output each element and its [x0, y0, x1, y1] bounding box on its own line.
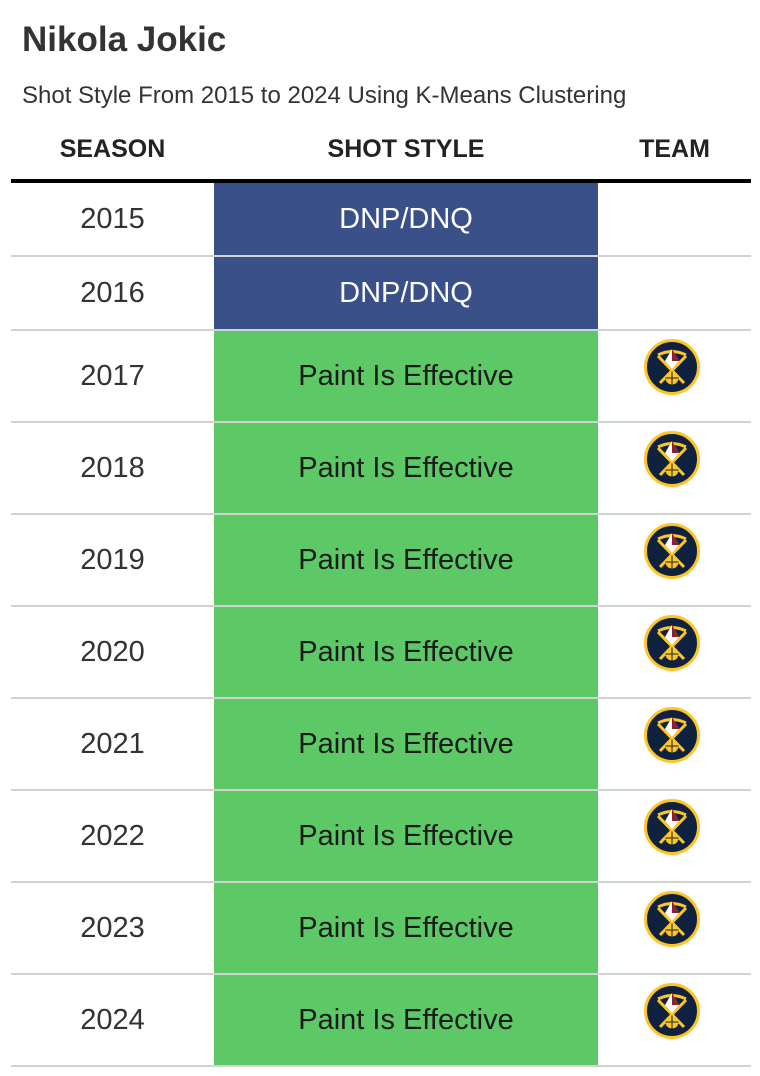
season-cell: 2021	[80, 727, 145, 760]
season-cell: 2016	[80, 276, 145, 309]
table-row: 2016 DNP/DNQ	[11, 257, 751, 331]
shot-style-table: SEASON SHOT STYLE TEAM 2015 DNP/DNQ 2016 DN…	[11, 129, 751, 1067]
denver-nuggets-logo-icon	[644, 891, 700, 947]
team-cell	[598, 883, 751, 973]
shot-style-cell: Paint Is Effective	[214, 423, 598, 513]
column-header-shot-style: SHOT STYLE	[327, 135, 485, 163]
denver-nuggets-logo-icon	[644, 983, 700, 1039]
table-row: 2021 Paint Is Effective	[11, 699, 751, 791]
shot-style-cell: DNP/DNQ	[214, 257, 598, 329]
denver-nuggets-logo-icon	[644, 707, 700, 763]
table-row: 2018 Paint Is Effective	[11, 423, 751, 515]
team-cell	[598, 183, 751, 255]
denver-nuggets-logo-icon	[644, 431, 700, 487]
table-row: 2022 Paint Is Effective	[11, 791, 751, 883]
season-cell: 2023	[80, 911, 145, 944]
denver-nuggets-logo-icon	[644, 799, 700, 855]
table-row: 2020 Paint Is Effective	[11, 607, 751, 699]
shot-style-cell: DNP/DNQ	[214, 183, 598, 255]
shot-style-cell: Paint Is Effective	[214, 975, 598, 1065]
table-row: 2024 Paint Is Effective	[11, 975, 751, 1067]
table-row: 2019 Paint Is Effective	[11, 515, 751, 607]
table-row: 2017 Paint Is Effective	[11, 331, 751, 423]
team-cell	[598, 257, 751, 329]
table-row: 2015 DNP/DNQ	[11, 183, 751, 257]
denver-nuggets-logo-icon	[644, 523, 700, 579]
team-cell	[598, 423, 751, 513]
page-subtitle: Shot Style From 2015 to 2024 Using K-Mea…	[22, 82, 627, 109]
column-header-season: SEASON	[59, 135, 166, 163]
season-cell: 2017	[80, 359, 145, 392]
denver-nuggets-logo-icon	[644, 339, 700, 395]
denver-nuggets-logo-icon	[644, 615, 700, 671]
team-cell	[598, 607, 751, 697]
shot-style-cell: Paint Is Effective	[214, 515, 598, 605]
season-cell: 2020	[80, 635, 145, 668]
shot-style-cell: Paint Is Effective	[214, 607, 598, 697]
season-cell: 2022	[80, 819, 145, 852]
table-row: 2023 Paint Is Effective	[11, 883, 751, 975]
shot-style-cell: Paint Is Effective	[214, 331, 598, 421]
team-cell	[598, 331, 751, 421]
team-cell	[598, 515, 751, 605]
column-header-team: TEAM	[639, 135, 710, 163]
season-cell: 2024	[80, 1003, 145, 1036]
season-cell: 2019	[80, 543, 145, 576]
season-cell: 2015	[80, 202, 145, 235]
team-cell	[598, 791, 751, 881]
shot-style-cell: Paint Is Effective	[214, 791, 598, 881]
team-cell	[598, 699, 751, 789]
team-cell	[598, 975, 751, 1065]
page-title: Nikola Jokic	[22, 20, 227, 59]
table-body: 2015 DNP/DNQ 2016 DNP/DNQ 2017 Paint Is Effec…	[11, 183, 751, 1067]
season-cell: 2018	[80, 451, 145, 484]
table-header: SEASON SHOT STYLE TEAM	[11, 129, 751, 183]
shot-style-cell: Paint Is Effective	[214, 883, 598, 973]
shot-style-cell: Paint Is Effective	[214, 699, 598, 789]
